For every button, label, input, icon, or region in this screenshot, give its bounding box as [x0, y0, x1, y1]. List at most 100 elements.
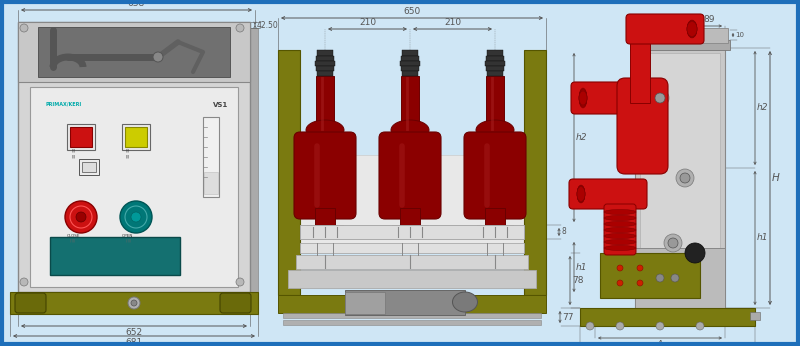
- Bar: [392, 225, 428, 235]
- Bar: [82, 162, 96, 172]
- Circle shape: [131, 212, 141, 222]
- Bar: [316, 76, 334, 131]
- Bar: [300, 225, 524, 239]
- Bar: [315, 208, 335, 228]
- Bar: [401, 56, 419, 61]
- FancyBboxPatch shape: [569, 179, 647, 209]
- Ellipse shape: [391, 120, 429, 140]
- Text: |||||: |||||: [70, 238, 76, 242]
- Text: PRIMAX/KERI: PRIMAX/KERI: [45, 102, 82, 107]
- FancyBboxPatch shape: [464, 132, 526, 219]
- Bar: [580, 308, 755, 326]
- Bar: [67, 124, 95, 150]
- Bar: [300, 243, 524, 253]
- Bar: [18, 22, 250, 82]
- FancyBboxPatch shape: [571, 82, 654, 114]
- Circle shape: [680, 173, 690, 183]
- Bar: [400, 208, 420, 228]
- Text: A: A: [657, 340, 663, 346]
- Ellipse shape: [579, 88, 587, 108]
- Ellipse shape: [577, 186, 585, 202]
- FancyBboxPatch shape: [379, 132, 441, 219]
- Circle shape: [76, 212, 86, 222]
- Polygon shape: [635, 248, 725, 308]
- Ellipse shape: [476, 120, 514, 140]
- Ellipse shape: [687, 20, 697, 37]
- Text: VS1: VS1: [213, 102, 228, 108]
- FancyBboxPatch shape: [617, 78, 668, 174]
- Text: 210: 210: [359, 18, 376, 27]
- Circle shape: [664, 234, 682, 252]
- Circle shape: [668, 238, 678, 248]
- Ellipse shape: [579, 89, 587, 107]
- Circle shape: [656, 274, 664, 282]
- Circle shape: [685, 243, 705, 263]
- Bar: [315, 61, 335, 66]
- Circle shape: [120, 201, 152, 233]
- Ellipse shape: [687, 21, 697, 36]
- Bar: [635, 48, 725, 308]
- Bar: [203, 117, 219, 197]
- Circle shape: [696, 322, 704, 330]
- Circle shape: [617, 280, 623, 286]
- Bar: [38, 27, 230, 77]
- Bar: [486, 66, 504, 71]
- Text: h1: h1: [757, 234, 769, 243]
- Circle shape: [65, 201, 97, 233]
- Ellipse shape: [604, 216, 636, 220]
- Text: 42.50: 42.50: [257, 20, 278, 29]
- Ellipse shape: [687, 21, 697, 37]
- Bar: [250, 28, 258, 298]
- Circle shape: [616, 322, 624, 330]
- Bar: [630, 33, 650, 103]
- Circle shape: [236, 24, 244, 32]
- Bar: [485, 61, 505, 66]
- Text: |||: |||: [71, 148, 75, 152]
- Ellipse shape: [604, 239, 636, 245]
- Bar: [307, 225, 343, 235]
- Bar: [288, 270, 536, 288]
- Bar: [125, 127, 147, 147]
- Bar: [300, 155, 524, 250]
- Bar: [122, 124, 150, 150]
- Bar: [283, 320, 541, 325]
- Text: h1: h1: [576, 263, 587, 272]
- Bar: [50, 237, 180, 275]
- Ellipse shape: [306, 120, 344, 140]
- Circle shape: [236, 278, 244, 286]
- Ellipse shape: [579, 91, 587, 105]
- Text: H: H: [772, 173, 780, 183]
- Text: |||: |||: [126, 148, 130, 152]
- Bar: [296, 255, 528, 269]
- Bar: [10, 292, 258, 314]
- Bar: [486, 76, 504, 131]
- Text: 210: 210: [444, 18, 461, 27]
- Bar: [400, 61, 420, 66]
- Ellipse shape: [579, 90, 587, 106]
- Bar: [524, 50, 546, 295]
- FancyBboxPatch shape: [294, 132, 356, 219]
- Bar: [401, 66, 419, 71]
- Bar: [283, 313, 541, 318]
- FancyBboxPatch shape: [220, 293, 251, 313]
- Text: 77: 77: [562, 312, 574, 321]
- Bar: [22, 292, 258, 298]
- Bar: [401, 76, 419, 131]
- Text: 638: 638: [128, 0, 145, 8]
- Bar: [700, 28, 728, 43]
- Bar: [18, 22, 250, 292]
- Ellipse shape: [604, 221, 636, 227]
- Bar: [640, 53, 720, 303]
- Text: 652: 652: [126, 328, 142, 337]
- Text: CLOSE: CLOSE: [67, 234, 81, 238]
- Bar: [317, 50, 333, 56]
- Bar: [487, 71, 503, 76]
- Circle shape: [676, 169, 694, 187]
- Ellipse shape: [577, 185, 585, 202]
- Text: OPEN: OPEN: [122, 234, 134, 238]
- Ellipse shape: [577, 186, 585, 201]
- Text: 78: 78: [572, 276, 583, 285]
- Circle shape: [655, 93, 665, 103]
- Bar: [316, 66, 334, 71]
- Circle shape: [637, 265, 643, 271]
